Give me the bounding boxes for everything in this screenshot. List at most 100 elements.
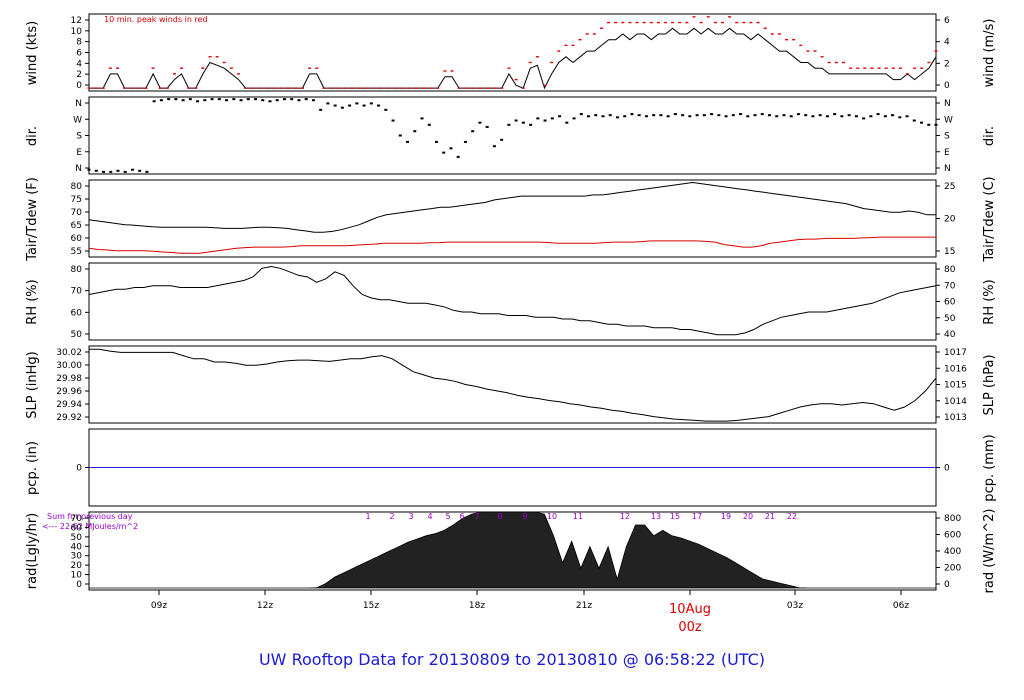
left-axis-title-rad: rad(Lgly/hr) xyxy=(25,513,40,589)
wind-direction-point xyxy=(355,102,359,105)
wind-direction-point xyxy=(391,119,395,122)
wind-direction-point xyxy=(572,117,576,120)
y2-tick-label-rh: 80 xyxy=(944,265,956,275)
annotation-wind: 10 min. peak winds in red xyxy=(104,15,208,24)
hour-marker: 13 xyxy=(651,512,661,521)
wind-direction-point xyxy=(311,99,315,102)
x-tick-label: 18z xyxy=(469,601,485,611)
wind-direction-point xyxy=(319,108,323,111)
y-tick-label-rad: 40 xyxy=(71,542,83,552)
wind-direction-point xyxy=(681,114,685,117)
wind-direction-point xyxy=(587,115,591,118)
wind-direction-point xyxy=(434,140,438,143)
wind-direction-point xyxy=(883,115,887,118)
hour-marker: 2 xyxy=(389,512,394,521)
y-tick-label-wind: 4 xyxy=(76,59,82,69)
wind-direction-point xyxy=(804,114,808,117)
x-tick-label: 03z xyxy=(787,601,803,611)
x-tick-label: 15z xyxy=(363,601,379,611)
right-axis-title-rad: rad (W/m^2) xyxy=(982,509,997,594)
wind-direction-point xyxy=(507,123,511,126)
wind-direction-point xyxy=(854,115,858,118)
left-axis-title-dir: dir. xyxy=(25,126,40,146)
wind-direction-point xyxy=(905,115,909,118)
y-tick-label-dir: N xyxy=(75,164,82,174)
wind-direction-point xyxy=(333,104,337,107)
y-tick-label-slp: 29.94 xyxy=(56,400,82,410)
wind-direction-point xyxy=(630,113,634,116)
y2-tick-label-dir: N xyxy=(944,99,951,109)
left-axis-title-pcp: pcp. (in) xyxy=(25,441,40,495)
left-axis-title-temp: Tair/Tdew (F) xyxy=(25,177,40,262)
right-axis-title-wind: wind (m/s) xyxy=(982,19,997,88)
wind-direction-point xyxy=(818,114,822,117)
wind-direction-point xyxy=(109,170,113,173)
wind-direction-point xyxy=(579,113,583,116)
wind-direction-point xyxy=(775,115,779,118)
hour-marker: 21 xyxy=(765,512,775,521)
hour-marker: 22 xyxy=(787,512,797,521)
right-axis-title-rh: RH (%) xyxy=(982,279,997,324)
date-label: 10Aug xyxy=(669,602,711,617)
wind-direction-point xyxy=(116,169,120,172)
wind-direction-point xyxy=(652,114,656,117)
wind-direction-point xyxy=(500,138,504,141)
wind-direction-point xyxy=(767,114,771,117)
wind-direction-point xyxy=(746,115,750,118)
wind-direction-point xyxy=(225,99,229,102)
panel-frame-dir xyxy=(88,96,937,175)
y-tick-label-wind: 8 xyxy=(76,38,82,48)
wind-direction-point xyxy=(862,117,866,120)
y-tick-label-rad: 20 xyxy=(71,561,83,571)
y-tick-label-rad: 70 xyxy=(71,514,83,524)
hour-marker: 17 xyxy=(692,512,702,521)
pressure-line xyxy=(89,348,937,422)
y2-tick-label-pcp: 0 xyxy=(944,464,950,474)
wind-direction-point xyxy=(203,99,207,102)
wind-direction-point xyxy=(710,113,714,116)
wind-direction-point xyxy=(847,114,851,117)
wind-direction-point xyxy=(340,106,344,109)
wind-direction-point xyxy=(427,123,431,126)
wind-direction-point xyxy=(920,121,924,124)
y2-tick-label-wind: 2 xyxy=(944,59,950,69)
y2-tick-label-rh: 70 xyxy=(944,281,956,291)
x-tick-label: 09z xyxy=(151,601,167,611)
wind-direction-point xyxy=(521,121,525,124)
wind-direction-point xyxy=(673,113,677,116)
panel-frame-temp xyxy=(88,179,937,258)
wind-direction-point xyxy=(159,99,163,102)
wind-direction-point xyxy=(348,104,352,107)
y2-tick-label-slp: 1017 xyxy=(944,348,967,358)
y-tick-label-wind: 2 xyxy=(76,70,82,80)
x-tick-label: 12z xyxy=(257,601,273,611)
hour-marker: 6 xyxy=(459,512,464,521)
wind-direction-point xyxy=(261,99,265,102)
hour-marker: 1 xyxy=(365,512,370,521)
y2-tick-label-rad: 0 xyxy=(944,580,950,590)
y-tick-label-dir: E xyxy=(76,148,82,158)
wind-direction-point xyxy=(637,114,641,117)
wind-direction-point xyxy=(659,114,663,117)
y-tick-label-rad: 60 xyxy=(71,523,83,533)
left-axis-title-rh: RH (%) xyxy=(25,279,40,324)
y2-tick-label-rh: 60 xyxy=(944,298,956,308)
y-tick-label-temp: 75 xyxy=(71,195,82,205)
y-tick-label-dir: W xyxy=(73,115,82,125)
wind-direction-point xyxy=(145,170,149,173)
wind-direction-point xyxy=(898,116,902,119)
y2-tick-label-rad: 800 xyxy=(944,514,961,524)
wind-direction-point xyxy=(695,114,699,117)
panel-frame-slp xyxy=(88,345,937,424)
wind-direction-point xyxy=(463,140,467,143)
y2-tick-label-temp: 25 xyxy=(944,182,955,192)
panel-temp: Tair/Tdew (F) Tair/Tdew (C) xyxy=(25,176,997,262)
y-tick-label-dir: N xyxy=(75,99,82,109)
wind-direction-point xyxy=(514,119,518,122)
y-tick-label-temp: 55 xyxy=(71,247,82,257)
wind-speed-line xyxy=(89,27,937,90)
wind-direction-point xyxy=(550,117,554,120)
radiation-area xyxy=(89,511,936,589)
y2-tick-label-wind: 4 xyxy=(944,38,950,48)
wind-direction-point xyxy=(217,98,221,101)
